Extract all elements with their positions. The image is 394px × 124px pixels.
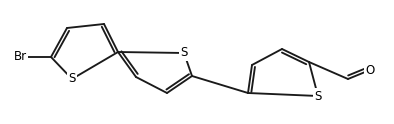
Text: S: S [314, 90, 322, 103]
Text: Br: Br [13, 50, 26, 63]
Text: S: S [180, 46, 188, 60]
Text: S: S [68, 73, 76, 86]
Text: O: O [365, 63, 375, 77]
